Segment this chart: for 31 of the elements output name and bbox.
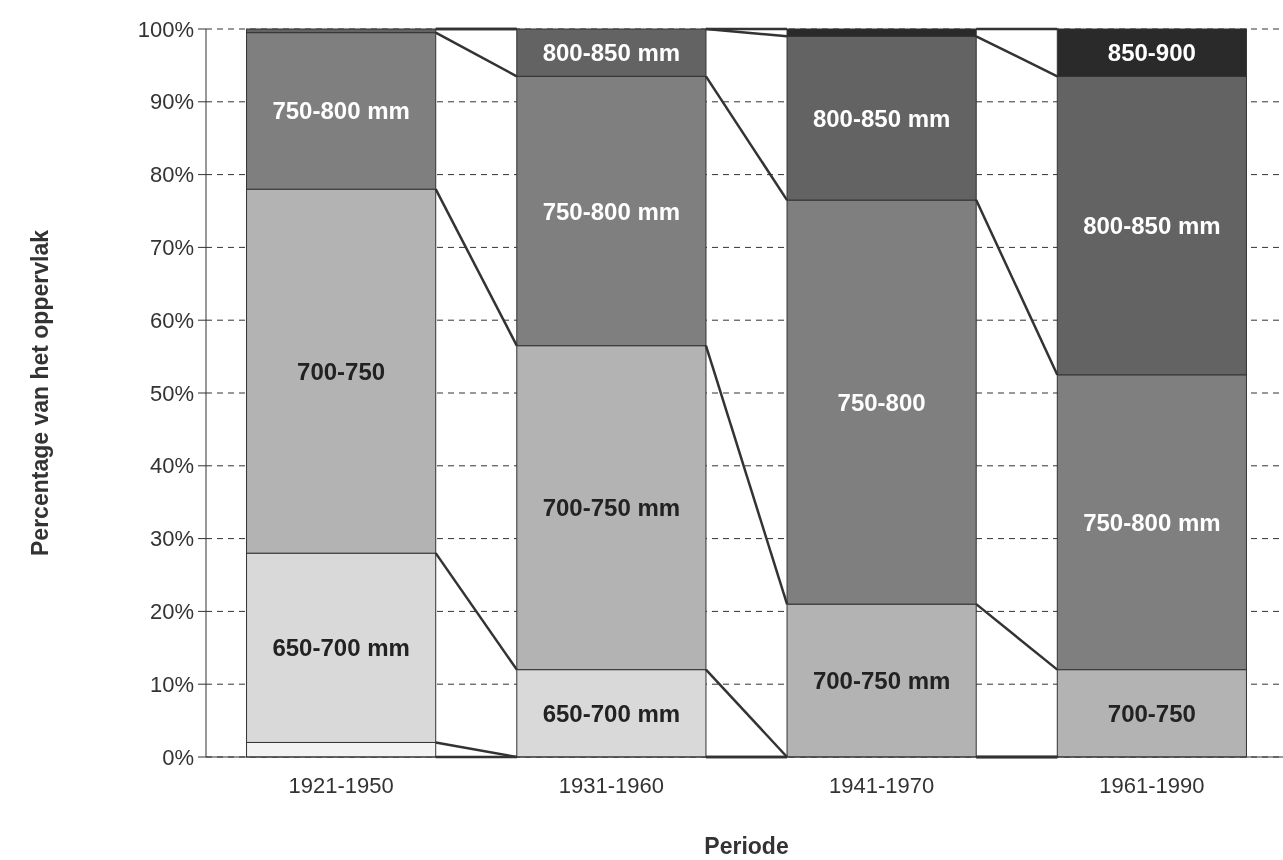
y-tick-label: 100% bbox=[137, 16, 194, 42]
y-tick-label: 50% bbox=[149, 380, 194, 406]
data-label: 800-850 mm bbox=[542, 39, 681, 67]
data-label: 800-850 mm bbox=[1083, 212, 1221, 240]
x-tick-label: 1961-1990 bbox=[1099, 773, 1205, 798]
y-tick-label: 20% bbox=[149, 598, 194, 624]
x-tick-label: 1921-1950 bbox=[288, 773, 394, 798]
data-label: 850-900 bbox=[1107, 39, 1196, 67]
data-label: 700-750 bbox=[1107, 699, 1196, 727]
data-label: 750-800 mm bbox=[542, 197, 681, 225]
data-label: 650-700 mm bbox=[542, 699, 681, 727]
y-tick-label: 60% bbox=[149, 307, 194, 333]
y-tick-label: 30% bbox=[149, 526, 194, 552]
y-tick-label: 40% bbox=[149, 453, 194, 479]
x-axis-title: Periode bbox=[704, 833, 789, 859]
y-tick-label: 80% bbox=[149, 162, 194, 188]
x-tick-label: 1941-1970 bbox=[829, 773, 935, 798]
x-tick-label: 1931-1960 bbox=[558, 773, 664, 798]
y-tick-label: 10% bbox=[149, 671, 194, 697]
data-label: 750-800 bbox=[837, 388, 926, 416]
data-label: 650-700 mm bbox=[272, 634, 410, 662]
y-axis-title: Percentage van het oppervlak bbox=[27, 229, 53, 556]
y-tick-label: 0% bbox=[162, 744, 194, 770]
data-label: 750-800 mm bbox=[272, 97, 410, 125]
data-label: 700-750 mm bbox=[542, 494, 681, 522]
data-label: 700-750 bbox=[297, 357, 386, 385]
data-label: 800-850 mm bbox=[812, 104, 951, 132]
y-tick-label: 90% bbox=[149, 89, 194, 115]
data-label: 700-750 mm bbox=[812, 667, 951, 695]
y-tick-label: 70% bbox=[149, 234, 194, 260]
data-label: 750-800 mm bbox=[1083, 508, 1221, 536]
